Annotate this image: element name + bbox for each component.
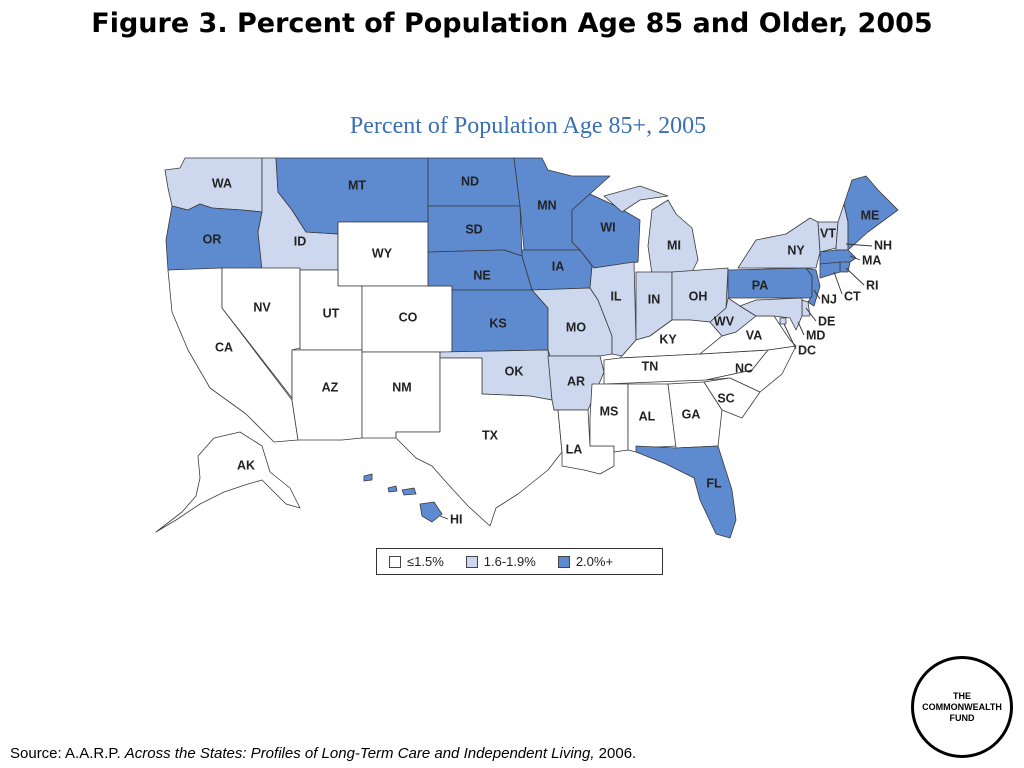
source-citation: Source: A.A.R.P. Across the States: Prof… [10, 745, 636, 762]
legend-label-high: 2.0%+ [575, 554, 614, 569]
label-tn: TN [642, 359, 659, 373]
label-nc: NC [735, 361, 753, 375]
legend-swatch-mid [465, 555, 478, 568]
label-nv: NV [253, 300, 271, 314]
label-wi: WI [600, 220, 615, 234]
label-oh: OH [689, 289, 708, 303]
legend-swatch-high [557, 555, 570, 568]
legend-item-low: ≤1.5% [389, 554, 444, 569]
label-ia: IA [552, 259, 565, 273]
label-dc: DC [798, 343, 816, 357]
label-ca: CA [215, 340, 233, 354]
label-ky: KY [659, 332, 677, 346]
state-dc[interactable] [779, 317, 787, 325]
state-il[interactable] [589, 261, 637, 357]
label-ar: AR [567, 374, 585, 388]
label-mo: MO [566, 320, 586, 334]
state-md[interactable] [739, 297, 803, 331]
label-ks: KS [489, 316, 506, 330]
leader-ct [833, 271, 843, 295]
label-il: IL [610, 289, 621, 303]
map-legend: ≤1.5% 1.6-1.9% 2.0%+ [376, 548, 663, 575]
leader-md [797, 321, 805, 336]
state-nj[interactable] [805, 267, 821, 307]
label-in: IN [648, 292, 661, 306]
legend-label-low: ≤1.5% [407, 554, 444, 569]
label-wv: WV [714, 314, 735, 328]
state-la[interactable] [553, 409, 615, 475]
source-suffix: 2006. [594, 745, 637, 762]
label-nj: NJ [821, 292, 837, 306]
label-nh: NH [874, 238, 892, 252]
leader-nj [813, 289, 821, 300]
state-pa[interactable] [727, 267, 813, 299]
logo-text: THE COMMONWEALTH FUND [922, 690, 1002, 723]
label-ak: AK [237, 458, 255, 472]
label-az: AZ [322, 380, 339, 394]
source-title: Across the States: Profiles of Long-Term… [124, 745, 595, 762]
state-ga[interactable] [667, 381, 723, 449]
label-de: DE [818, 314, 835, 328]
state-me[interactable] [843, 175, 899, 251]
state-tx[interactable] [395, 357, 563, 527]
label-ut: UT [323, 306, 340, 320]
label-vt: VT [820, 226, 836, 240]
label-hi: HI [450, 512, 463, 526]
state-wi[interactable] [571, 193, 641, 269]
label-mi: MI [667, 238, 681, 252]
legend-label-mid: 1.6-1.9% [483, 554, 536, 569]
label-nd: ND [461, 174, 479, 188]
leader-ma [849, 255, 861, 261]
state-fl[interactable] [635, 445, 737, 539]
label-va: VA [746, 328, 762, 342]
legend-item-high: 2.0%+ [557, 554, 614, 569]
label-wa: WA [212, 176, 232, 190]
label-ok: OK [505, 364, 524, 378]
label-id: ID [294, 234, 307, 248]
label-ma: MA [862, 253, 881, 267]
commonwealth-fund-logo: THE COMMONWEALTH FUND [911, 656, 1013, 758]
source-prefix: Source: A.A.R.P. [10, 745, 125, 762]
leader-dc [783, 323, 797, 350]
state-az[interactable] [291, 349, 363, 441]
leader-nh [845, 243, 873, 247]
state-ct[interactable] [819, 261, 841, 279]
label-ms: MS [600, 404, 619, 418]
legend-swatch-low [389, 555, 401, 568]
label-fl: FL [706, 476, 722, 490]
label-md: MD [806, 328, 825, 342]
label-co: CO [399, 310, 418, 324]
label-me: ME [861, 208, 880, 222]
state-nc[interactable] [705, 345, 797, 393]
label-ri: RI [866, 278, 879, 292]
label-sd: SD [465, 222, 482, 236]
state-nm[interactable] [361, 351, 441, 439]
label-ga: GA [682, 407, 701, 421]
label-ny: NY [787, 243, 805, 257]
leader-de [805, 307, 817, 322]
label-mt: MT [348, 178, 366, 192]
label-nm: NM [392, 380, 411, 394]
leader-hi [439, 515, 449, 520]
state-mi[interactable] [603, 185, 699, 275]
state-ny[interactable] [737, 217, 821, 269]
label-al: AL [639, 409, 656, 423]
state-ak[interactable] [155, 431, 301, 533]
label-la: LA [566, 442, 583, 456]
label-mn: MN [537, 198, 556, 212]
label-ct: CT [844, 289, 861, 303]
label-tx: TX [482, 428, 499, 442]
legend-item-mid: 1.6-1.9% [465, 554, 536, 569]
state-hi[interactable] [363, 473, 443, 523]
label-pa: PA [752, 278, 768, 292]
label-sc: SC [717, 391, 734, 405]
leader-ri [845, 267, 865, 286]
map-title: Percent of Population Age 85+, 2005 [349, 113, 707, 139]
slide-title: Figure 3. Percent of Population Age 85 a… [91, 8, 933, 39]
label-ne: NE [473, 268, 490, 282]
label-wy: WY [372, 246, 393, 260]
label-or: OR [203, 232, 222, 246]
